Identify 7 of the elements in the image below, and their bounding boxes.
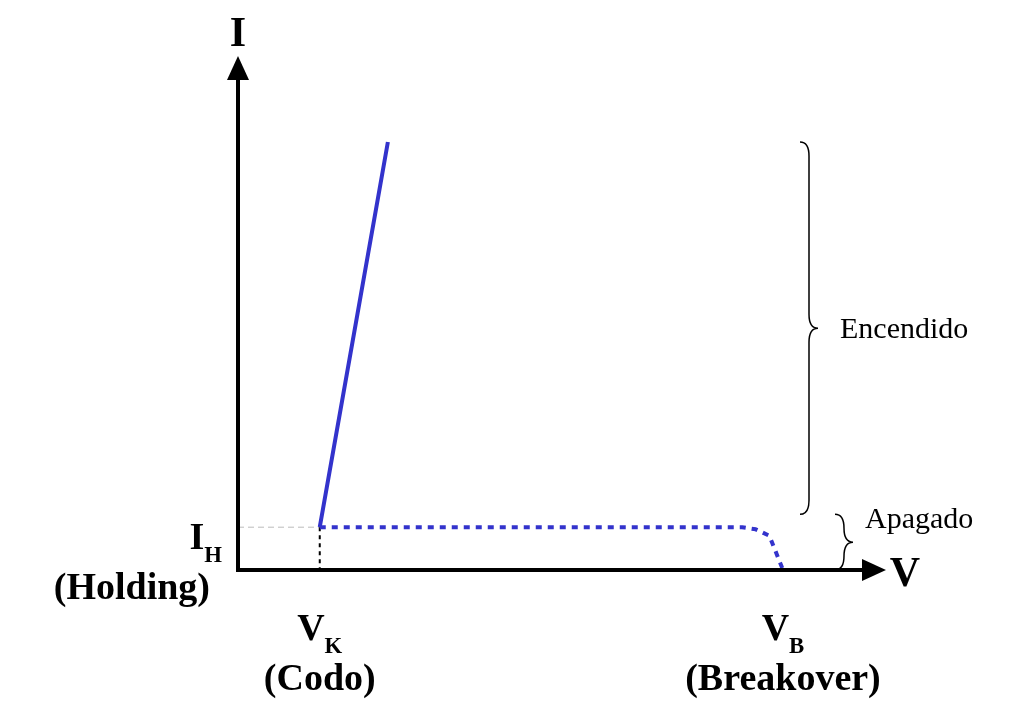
ref-line-label: I$_{H}$ (Holding) xyxy=(53,515,223,609)
y-axis-title: I xyxy=(229,9,247,55)
x-tick-label: V$_{K}$ (Codo) xyxy=(263,606,376,699)
text: Apagado xyxy=(865,501,974,535)
x-tick-label: V$_{B}$ (Breakover) xyxy=(685,606,881,699)
text: Encendido xyxy=(840,311,969,345)
x-axis-title: V xyxy=(889,549,921,595)
